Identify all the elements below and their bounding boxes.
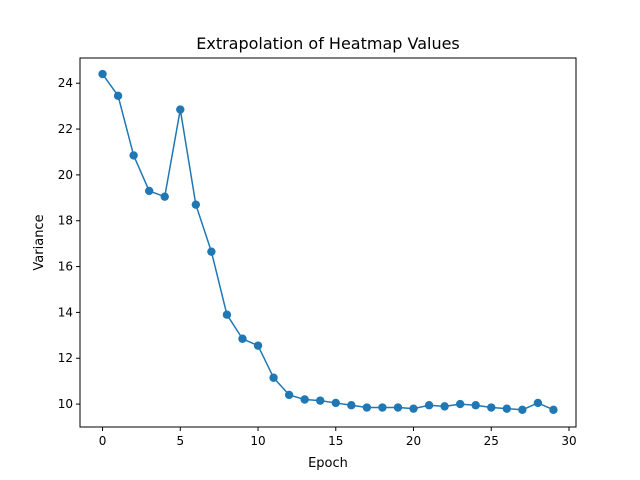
plot-frame <box>79 57 577 428</box>
data-point <box>284 390 294 400</box>
data-point <box>98 69 107 79</box>
y-tick-label: 22 <box>58 122 73 136</box>
x-tick-label: 15 <box>328 434 343 448</box>
y-tick-label: 18 <box>58 214 73 228</box>
x-axis-label: Epoch <box>308 456 348 471</box>
data-point <box>300 395 309 404</box>
x-tick-label: 25 <box>484 434 499 448</box>
data-point <box>518 405 527 415</box>
data-point <box>471 401 480 410</box>
data-point <box>253 341 263 350</box>
data-point <box>378 403 387 412</box>
x-tick-label: 20 <box>406 434 421 448</box>
data-point <box>144 186 154 196</box>
data-point <box>191 200 201 209</box>
x-tick-label: 30 <box>561 434 576 448</box>
data-point <box>549 405 558 415</box>
data-point <box>129 151 138 160</box>
y-tick-label: 10 <box>58 397 73 411</box>
y-tick-label: 20 <box>58 168 73 182</box>
data-point <box>160 192 169 201</box>
y-tick-label: 12 <box>58 351 73 365</box>
data-point <box>409 404 418 413</box>
data-point <box>347 401 356 410</box>
data-point <box>207 247 216 256</box>
x-tick-label: 10 <box>250 434 265 448</box>
data-point <box>440 402 449 411</box>
data-point <box>222 310 232 319</box>
data-point <box>331 398 340 408</box>
y-tick-label: 14 <box>58 305 73 319</box>
data-point <box>238 334 247 343</box>
data-point <box>533 398 543 408</box>
x-tick-label: 5 <box>176 434 184 448</box>
y-tick-label: 16 <box>58 260 73 274</box>
data-point <box>113 91 123 101</box>
y-axis-label: Variance <box>32 214 47 270</box>
data-point <box>176 105 185 114</box>
data-point <box>455 399 465 409</box>
data-point <box>487 403 496 412</box>
y-tick-label: 24 <box>58 76 73 90</box>
axis-ticks: 0 5 10 15 20 25 30 10 12 14 16 18 20 22 24 <box>58 76 577 448</box>
plot-area <box>98 69 558 415</box>
chart-title: Extrapolation of Heatmap Values <box>196 34 460 53</box>
data-point <box>316 396 325 405</box>
data-point <box>362 403 372 412</box>
data-point <box>269 373 278 382</box>
data-point <box>393 403 403 412</box>
data-point <box>424 401 434 410</box>
data-point <box>502 404 512 413</box>
x-tick-label: 0 <box>99 434 107 448</box>
